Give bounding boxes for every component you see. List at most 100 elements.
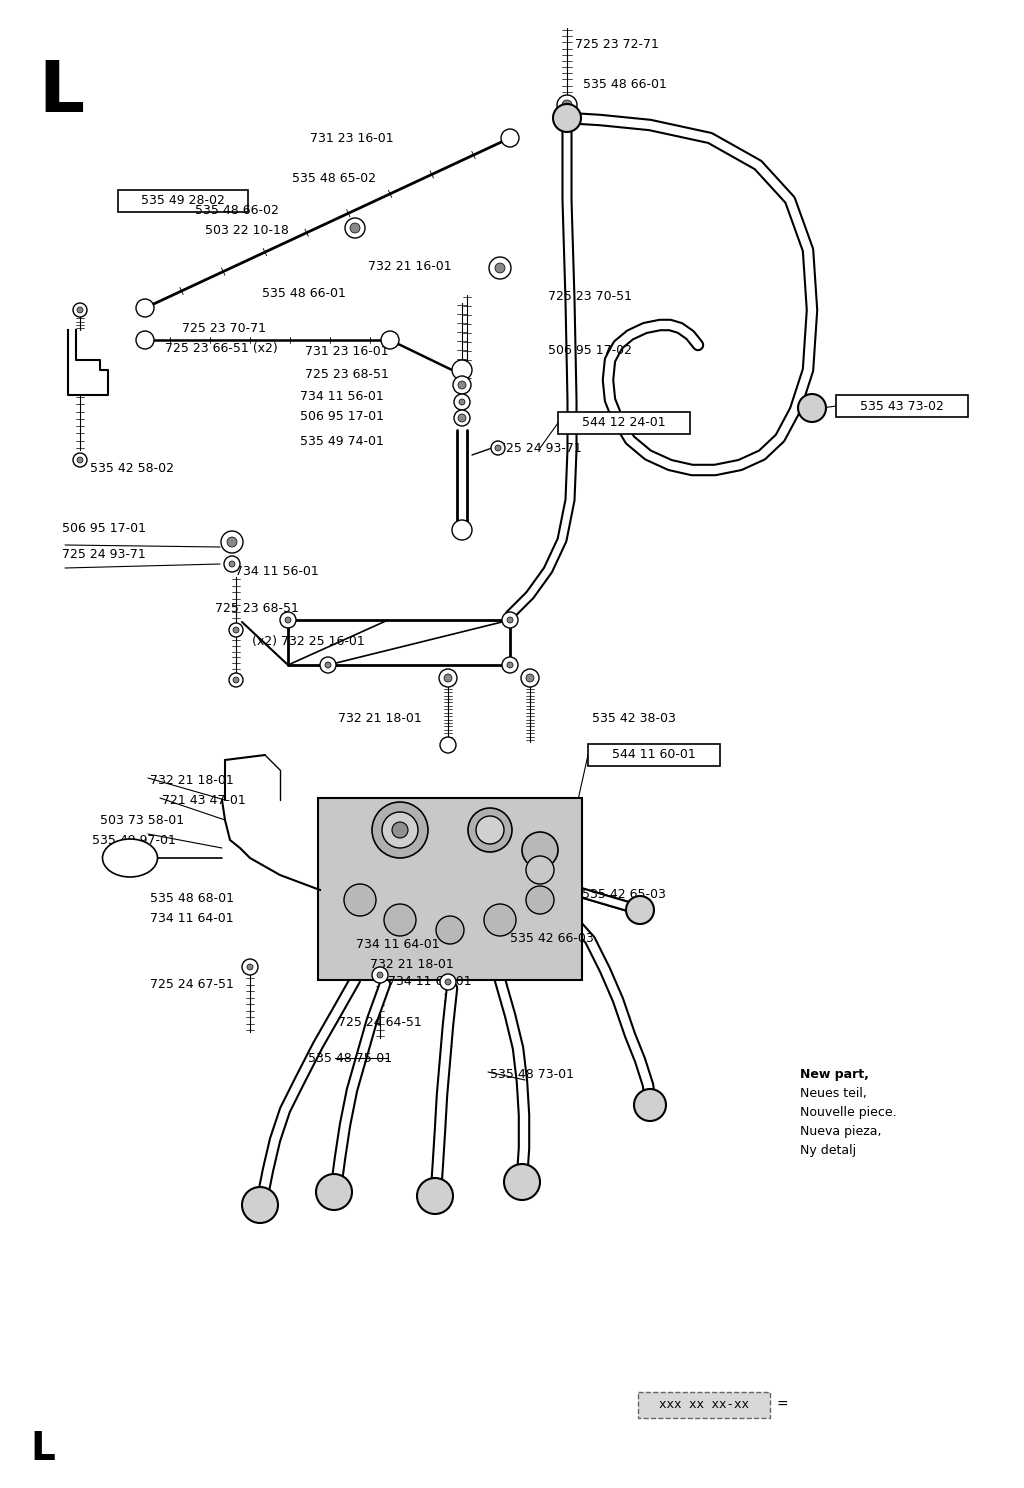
Text: 535 48 65-02: 535 48 65-02 <box>292 173 376 185</box>
Text: 725 23 70-51: 725 23 70-51 <box>548 290 632 304</box>
Text: 731 23 16-01: 731 23 16-01 <box>305 345 389 359</box>
Circle shape <box>73 304 87 317</box>
Text: 732 21 18-01: 732 21 18-01 <box>338 711 422 725</box>
Circle shape <box>229 673 243 687</box>
Circle shape <box>242 1187 278 1223</box>
Circle shape <box>136 299 154 317</box>
Circle shape <box>634 1089 666 1120</box>
Text: 721 43 47-01: 721 43 47-01 <box>162 795 246 806</box>
Text: 535 49 97-01: 535 49 97-01 <box>92 833 176 847</box>
Circle shape <box>382 812 418 848</box>
Circle shape <box>468 808 512 853</box>
Text: 732 21 18-01: 732 21 18-01 <box>150 774 233 787</box>
Circle shape <box>247 964 253 970</box>
Circle shape <box>344 884 376 917</box>
Circle shape <box>229 623 243 637</box>
Circle shape <box>626 896 654 924</box>
Bar <box>558 412 690 434</box>
Circle shape <box>495 445 501 451</box>
Text: 734 11 64-01: 734 11 64-01 <box>356 937 439 951</box>
Circle shape <box>440 975 456 990</box>
Circle shape <box>384 905 416 936</box>
Circle shape <box>502 658 518 673</box>
Text: 503 22 10-18: 503 22 10-18 <box>205 225 289 237</box>
Text: 535 48 68-01: 535 48 68-01 <box>150 891 234 905</box>
Circle shape <box>502 612 518 628</box>
Circle shape <box>345 219 365 238</box>
Circle shape <box>280 612 296 628</box>
Circle shape <box>476 815 504 844</box>
Circle shape <box>73 452 87 467</box>
Circle shape <box>458 414 466 423</box>
Text: 535 43 73-02: 535 43 73-02 <box>860 399 944 412</box>
Text: 535 48 73-01: 535 48 73-01 <box>490 1068 574 1080</box>
Text: xxx xx xx-xx: xxx xx xx-xx <box>659 1399 749 1412</box>
Text: 535 42 58-02: 535 42 58-02 <box>90 461 174 475</box>
Circle shape <box>372 802 428 859</box>
Text: Nueva pieza,: Nueva pieza, <box>800 1125 882 1138</box>
Circle shape <box>452 519 472 540</box>
Circle shape <box>522 832 558 868</box>
Text: 725 24 67-51: 725 24 67-51 <box>150 978 233 991</box>
Circle shape <box>489 257 511 278</box>
Circle shape <box>454 411 470 426</box>
Ellipse shape <box>102 839 158 876</box>
Text: 535 42 65-03: 535 42 65-03 <box>582 888 666 902</box>
Circle shape <box>453 376 471 394</box>
Bar <box>836 394 968 417</box>
Circle shape <box>439 670 457 687</box>
Bar <box>118 190 248 211</box>
Text: Ny detalj: Ny detalj <box>800 1144 856 1158</box>
Circle shape <box>526 885 554 914</box>
Text: 725 24 64-51: 725 24 64-51 <box>338 1016 422 1030</box>
Circle shape <box>526 674 534 682</box>
Circle shape <box>417 1178 453 1214</box>
Text: 725 23 66-51 (x2): 725 23 66-51 (x2) <box>165 342 278 356</box>
Text: 734 11 56-01: 734 11 56-01 <box>300 390 384 403</box>
Text: 535 48 66-01: 535 48 66-01 <box>262 287 346 301</box>
Circle shape <box>77 307 83 312</box>
Circle shape <box>77 457 83 463</box>
Circle shape <box>495 263 505 272</box>
Text: 734 11 64-01: 734 11 64-01 <box>388 975 472 988</box>
Circle shape <box>233 626 239 632</box>
Circle shape <box>444 674 452 682</box>
Circle shape <box>507 618 513 623</box>
Text: Nouvelle piece.: Nouvelle piece. <box>800 1106 897 1119</box>
Text: 731 23 16-01: 731 23 16-01 <box>310 132 393 144</box>
Text: =: = <box>776 1399 787 1412</box>
Text: 535 49 28-02: 535 49 28-02 <box>141 195 225 207</box>
Text: 535 42 38-03: 535 42 38-03 <box>592 711 676 725</box>
Text: 506 95 17-02: 506 95 17-02 <box>548 344 632 357</box>
Circle shape <box>553 104 581 132</box>
Circle shape <box>490 440 505 455</box>
Circle shape <box>229 561 234 567</box>
Text: 535 42 66-03: 535 42 66-03 <box>510 931 594 945</box>
Circle shape <box>507 662 513 668</box>
Circle shape <box>285 618 291 623</box>
Circle shape <box>526 856 554 884</box>
Text: 506 95 17-01: 506 95 17-01 <box>300 411 384 423</box>
Circle shape <box>233 677 239 683</box>
Text: 732 21 16-01: 732 21 16-01 <box>368 260 452 272</box>
Text: 725 23 70-71: 725 23 70-71 <box>182 321 266 335</box>
Circle shape <box>562 100 572 110</box>
Text: (x2) 732 25 16-01: (x2) 732 25 16-01 <box>252 635 365 647</box>
Circle shape <box>381 330 399 350</box>
Text: 544 12 24-01: 544 12 24-01 <box>583 417 666 430</box>
Text: L: L <box>38 58 84 126</box>
Text: 725 23 72-71: 725 23 72-71 <box>575 39 658 51</box>
Text: 732 21 18-01: 732 21 18-01 <box>370 958 454 972</box>
Circle shape <box>454 394 470 411</box>
Circle shape <box>436 917 464 943</box>
Circle shape <box>798 394 826 423</box>
Text: 725 24 93-71: 725 24 93-71 <box>498 442 582 454</box>
Circle shape <box>136 330 154 350</box>
Circle shape <box>377 972 383 978</box>
Text: 725 24 93-71: 725 24 93-71 <box>62 548 145 561</box>
Circle shape <box>227 537 237 548</box>
Text: 725 23 68-51: 725 23 68-51 <box>305 368 389 381</box>
FancyBboxPatch shape <box>318 798 582 981</box>
Circle shape <box>221 531 243 554</box>
Circle shape <box>445 979 451 985</box>
